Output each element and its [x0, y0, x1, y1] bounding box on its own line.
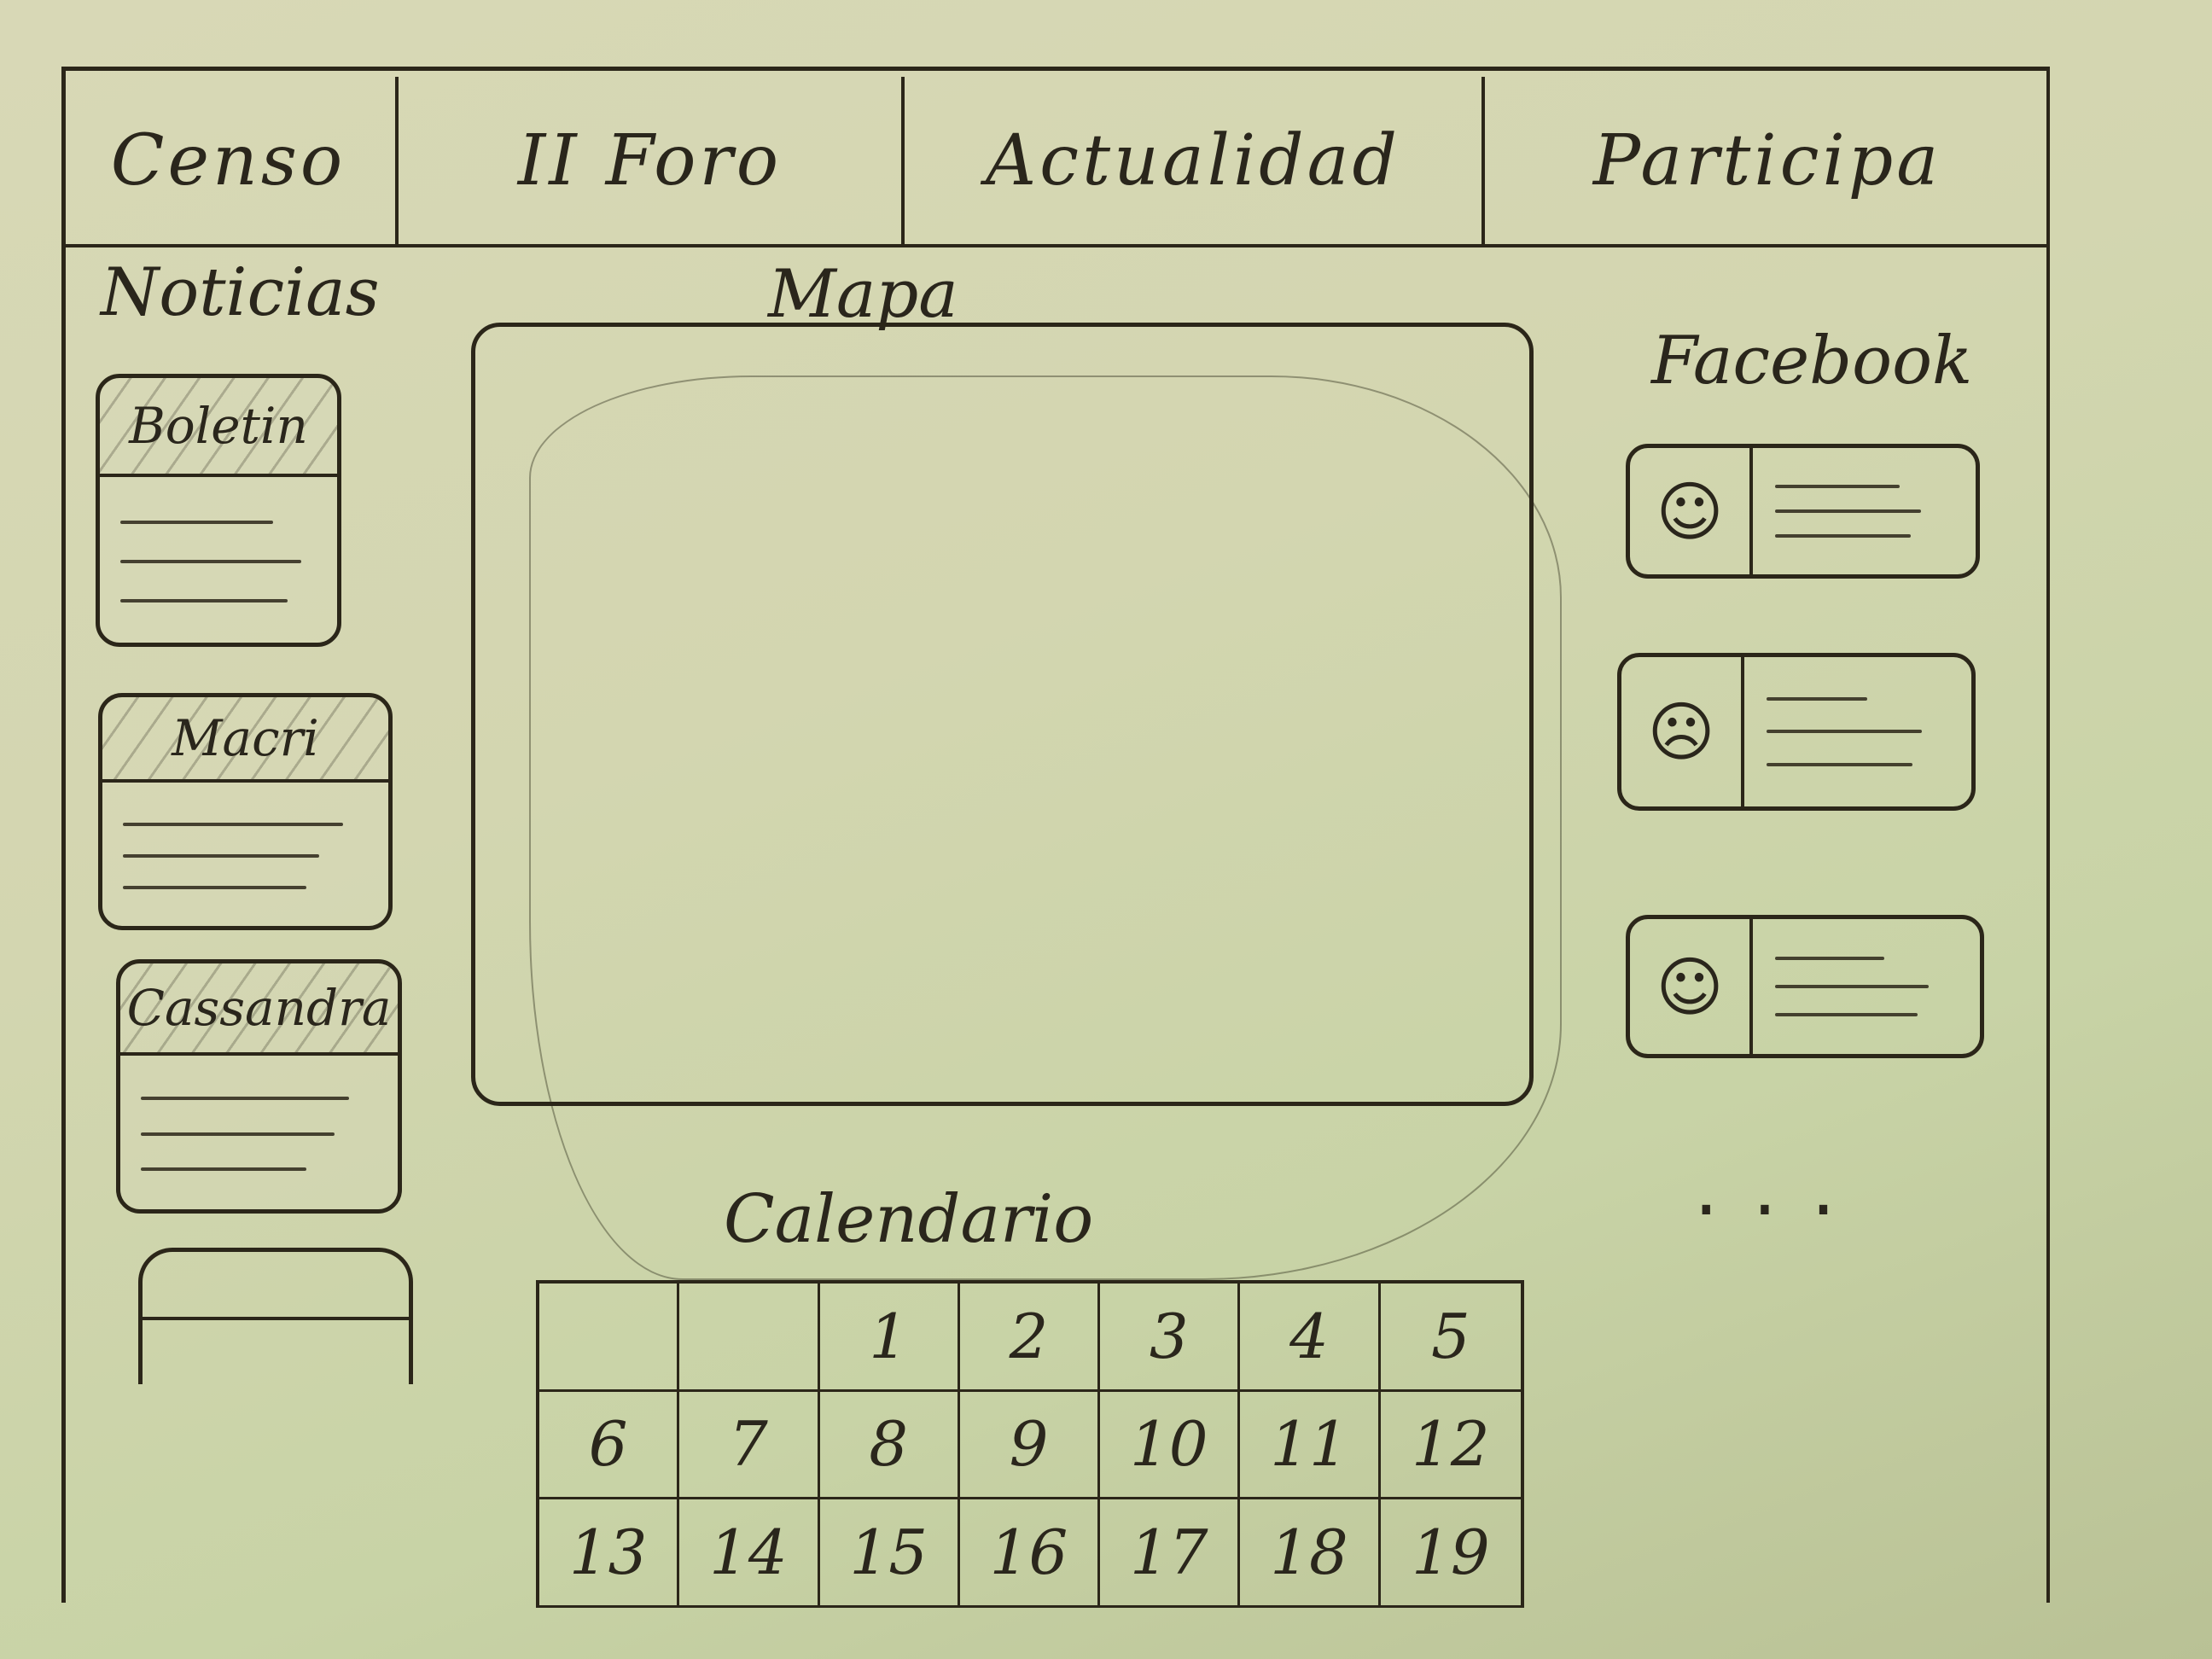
- facebook-post-text: [1753, 919, 1980, 1054]
- facebook-post-text: [1744, 657, 1971, 806]
- calendar-day-cell[interactable]: 11: [1240, 1391, 1381, 1500]
- calendar-day-cell[interactable]: 4: [1240, 1284, 1381, 1392]
- smiley-face-icon: ☺: [1630, 448, 1753, 574]
- calendar-day-cell[interactable]: 8: [819, 1391, 960, 1500]
- nav-item-participa[interactable]: Participa: [1485, 77, 2050, 244]
- calendar-day-cell[interactable]: 1: [819, 1284, 960, 1392]
- news-card-macri[interactable]: Macri: [98, 693, 393, 930]
- page-frame: [61, 67, 2050, 1603]
- text-placeholder-line: [141, 1167, 306, 1172]
- text-placeholder-line: [141, 1097, 349, 1101]
- text-placeholder-line: [1775, 1012, 1918, 1016]
- text-placeholder-line: [1775, 509, 1922, 513]
- nav-item-censo[interactable]: Censo: [61, 77, 399, 244]
- calendar-day-cell[interactable]: 9: [959, 1391, 1101, 1500]
- news-card-excerpt: [100, 477, 337, 643]
- calendar-day-cell[interactable]: 12: [1380, 1392, 1521, 1500]
- news-card-excerpt: [120, 1056, 398, 1209]
- text-placeholder-line: [1767, 762, 1913, 766]
- calendar-day-cell[interactable]: 5: [1380, 1284, 1521, 1392]
- map-heading: Mapa: [768, 256, 958, 333]
- text-placeholder-line: [123, 854, 319, 859]
- nav-label: Participa: [1592, 119, 1942, 201]
- facebook-post[interactable]: ☺: [1626, 444, 1980, 579]
- calendar-day-cell[interactable]: 7: [679, 1391, 820, 1500]
- text-placeholder-line: [1767, 730, 1922, 734]
- text-placeholder-line: [1775, 957, 1885, 961]
- nav-item-ii-foro[interactable]: II Foro: [399, 77, 905, 244]
- facebook-post[interactable]: ☹: [1617, 653, 1976, 811]
- news-card-title: Cassandra: [120, 963, 398, 1056]
- calendar-day-cell[interactable]: 6: [539, 1391, 680, 1500]
- text-placeholder-line: [1775, 984, 1929, 988]
- text-placeholder-line: [1775, 534, 1911, 538]
- calendar-day-cell[interactable]: 13: [539, 1499, 680, 1608]
- map-region-outline: [529, 375, 1562, 1280]
- calendar-day-cell[interactable]: 14: [679, 1499, 820, 1608]
- calendar-day-cell[interactable]: 2: [959, 1284, 1101, 1392]
- facebook-post-text: [1753, 448, 1976, 574]
- text-placeholder-line: [1767, 697, 1867, 701]
- text-placeholder-line: [141, 1132, 335, 1136]
- calendar-day-cell[interactable]: 19: [1380, 1499, 1521, 1608]
- calendar-day-cell[interactable]: 16: [959, 1499, 1101, 1608]
- top-nav-bar: Censo II Foro Actualidad Participa: [61, 77, 2050, 247]
- calendar-day-cell[interactable]: 17: [1100, 1499, 1241, 1608]
- news-card-excerpt: [102, 783, 388, 926]
- calendar-empty-cell: [539, 1284, 680, 1392]
- content-face-icon: ☺: [1630, 919, 1753, 1054]
- news-card-boletin[interactable]: Boletin: [96, 374, 341, 647]
- calendar-days: 1 2 3 4 5 6 7 8 9 10 11 12 13 14 15 16 17 18 19: [536, 1280, 1524, 1608]
- sad-face-icon: ☹: [1621, 657, 1744, 806]
- calendar-day-cell[interactable]: 10: [1100, 1391, 1241, 1500]
- calendar-day-cell[interactable]: 15: [819, 1499, 960, 1608]
- calendar-heading: Calendario: [724, 1181, 1094, 1258]
- nav-label: Censo: [110, 119, 346, 201]
- more-posts-ellipsis[interactable]: ...: [1694, 1144, 1870, 1233]
- text-placeholder-line: [123, 823, 344, 827]
- facebook-heading: Facebook: [1651, 323, 1973, 399]
- nav-item-actualidad[interactable]: Actualidad: [905, 77, 1485, 244]
- nav-label: II Foro: [517, 119, 783, 201]
- news-heading: Noticias: [101, 254, 380, 331]
- news-card-title: Boletin: [100, 378, 337, 477]
- text-placeholder-line: [1775, 484, 1901, 488]
- news-card-cassandra[interactable]: Cassandra: [116, 959, 402, 1214]
- map-panel[interactable]: [471, 323, 1534, 1106]
- text-placeholder-line: [123, 886, 307, 890]
- news-card-divider: [143, 1317, 409, 1320]
- calendar-day-cell[interactable]: 18: [1240, 1499, 1381, 1608]
- calendar-grid: 1 2 3 4 5 6 7 8 9 10 11 12 13 14 15 16 17 18 19: [536, 1280, 1524, 1608]
- facebook-post[interactable]: ☺: [1626, 915, 1984, 1058]
- nav-label: Actualidad: [985, 119, 1401, 201]
- news-card-partial[interactable]: [138, 1248, 413, 1384]
- text-placeholder-line: [120, 520, 274, 524]
- text-placeholder-line: [120, 598, 288, 602]
- news-card-title: Macri: [102, 697, 388, 783]
- text-placeholder-line: [120, 559, 301, 563]
- calendar-day-cell[interactable]: 3: [1100, 1284, 1241, 1392]
- calendar-empty-cell: [679, 1284, 820, 1392]
